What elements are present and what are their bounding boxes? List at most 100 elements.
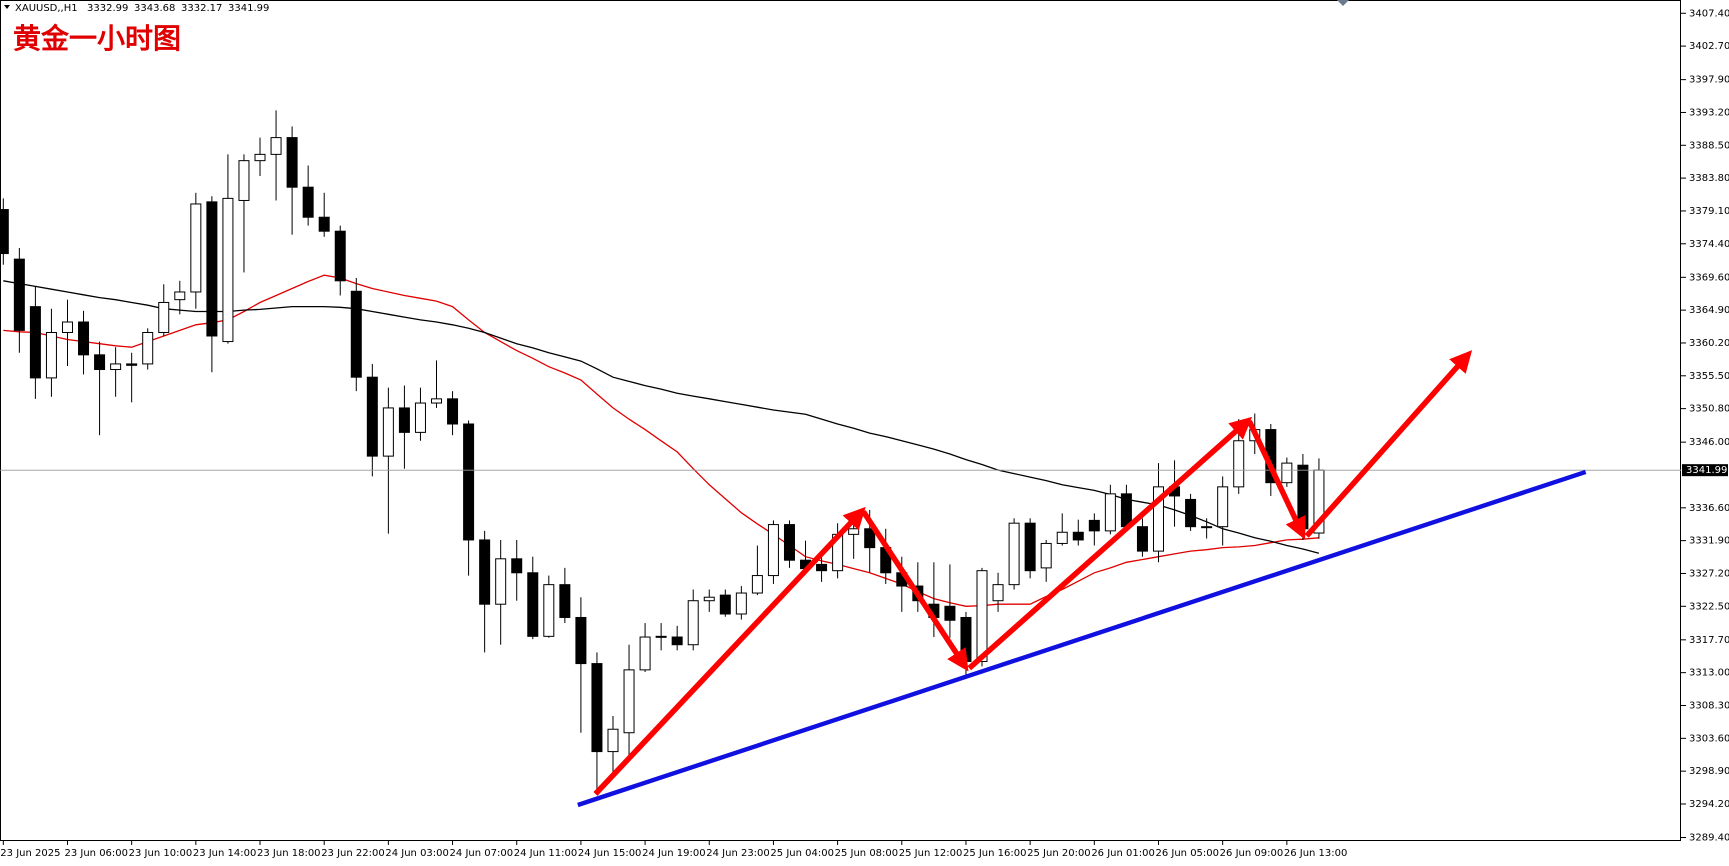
- candle-body: [1040, 542, 1052, 569]
- y-tick-label: 3355.50: [1689, 371, 1729, 382]
- candle-body: [174, 291, 186, 301]
- candle-body: [1201, 526, 1213, 529]
- candle-body: [1024, 522, 1036, 572]
- candle-body: [1056, 531, 1068, 544]
- candle-body: [254, 153, 266, 162]
- candle-body: [591, 663, 603, 753]
- candle-body: [29, 306, 41, 379]
- candle-body: [575, 616, 587, 665]
- candle-body: [1297, 464, 1309, 530]
- candle-body: [318, 216, 330, 232]
- candle-body: [1072, 531, 1084, 541]
- x-tick-label: 25 Jun 16:00: [963, 848, 1027, 859]
- y-tick-label: 3369.60: [1689, 272, 1729, 283]
- y-tick-label: 3322.50: [1689, 601, 1729, 612]
- drawings: [577, 350, 1587, 808]
- price-label: 3341.99: [1686, 465, 1727, 476]
- candle-body: [816, 563, 828, 572]
- x-tick-label: 24 Jun 15:00: [578, 848, 642, 859]
- candle-body: [719, 594, 731, 615]
- y-tick-label: 3407.40: [1689, 8, 1729, 19]
- candle-body: [767, 524, 779, 577]
- candle-body: [735, 592, 747, 615]
- ohlc-low: 3332.17: [181, 3, 222, 14]
- candle-body: [479, 539, 491, 605]
- candle-body: [1152, 486, 1164, 552]
- candle-body: [206, 201, 218, 337]
- candle-body: [1281, 462, 1293, 484]
- y-tick-label: 3317.70: [1689, 635, 1729, 646]
- candle-body: [992, 584, 1004, 602]
- candle-body: [623, 669, 635, 734]
- candle-body: [334, 230, 346, 282]
- candle-body: [286, 137, 298, 188]
- candle-body: [495, 558, 507, 605]
- candle-body: [543, 584, 555, 637]
- candle-body: [864, 528, 876, 549]
- x-tick-label: 23 Jun 18:00: [257, 848, 321, 859]
- candle-body: [1008, 522, 1020, 586]
- candle-body: [1233, 440, 1245, 488]
- candle-body: [511, 558, 523, 574]
- candle-body: [960, 616, 972, 662]
- candle-body: [671, 636, 683, 646]
- x-tick-label: 23 Jun 22:00: [321, 848, 385, 859]
- candle-body: [639, 636, 651, 671]
- x-tick-label: 26 Jun 09:00: [1220, 848, 1284, 859]
- candle-body: [655, 635, 667, 638]
- candle-body: [142, 331, 154, 365]
- annotation: 黄金一小时图: [13, 22, 181, 55]
- x-tick-label: 23 Jun 10:00: [129, 848, 193, 859]
- y-tick-label: 3393.20: [1689, 107, 1729, 118]
- candle-body: [976, 570, 988, 662]
- candle-body: [366, 376, 378, 457]
- y-tick-label: 3308.30: [1689, 700, 1729, 711]
- candle-body: [1120, 493, 1132, 528]
- symbol-title: XAUUSD,,H1: [15, 3, 78, 14]
- plot-area: [0, 110, 1681, 792]
- symbol-arrow: [4, 5, 10, 9]
- y-tick-label: 3298.90: [1689, 766, 1729, 777]
- candle-body: [270, 137, 282, 155]
- arrow: [967, 416, 1253, 671]
- arrow: [1304, 350, 1473, 538]
- candle-body: [944, 605, 956, 621]
- y-tick-label: 3289.40: [1689, 833, 1729, 844]
- x-tick-label: 26 Jun 01:00: [1091, 848, 1155, 859]
- x-tick-label: 25 Jun 04:00: [770, 848, 834, 859]
- candle-body: [78, 321, 90, 356]
- candle-body: [447, 398, 459, 425]
- candle-body: [126, 363, 138, 366]
- candle-body: [751, 575, 763, 594]
- candle-body: [1104, 493, 1116, 532]
- y-tick-label: 3303.60: [1689, 733, 1729, 744]
- x-tick-label: 24 Jun 03:00: [385, 848, 449, 859]
- arrow: [1246, 420, 1306, 540]
- arrow: [861, 510, 969, 672]
- y-tick-label: 3346.00: [1689, 437, 1729, 448]
- y-tick-label: 3374.40: [1689, 239, 1729, 250]
- y-tick-label: 3388.50: [1689, 140, 1729, 151]
- x-tick-label: 23 Jun 06:00: [64, 848, 128, 859]
- ohlc-open: 3332.99: [87, 3, 128, 14]
- arrow: [593, 506, 866, 796]
- x-tick-label: 23 Jun 14:00: [193, 848, 257, 859]
- x-tick-label: 25 Jun 12:00: [899, 848, 963, 859]
- y-tick-label: 3336.60: [1689, 503, 1729, 514]
- price-label-box: [1682, 464, 1728, 477]
- candle-body: [414, 402, 426, 433]
- ohlc-close: 3341.99: [228, 3, 269, 14]
- candle-body: [238, 160, 250, 201]
- candle-body: [222, 197, 234, 343]
- x-tick-label: 24 Jun 11:00: [514, 848, 578, 859]
- x-tick-label: 24 Jun 07:00: [450, 848, 514, 859]
- trend-line: [577, 469, 1587, 808]
- candle-body: [94, 354, 106, 371]
- y-tick-label: 3364.90: [1689, 305, 1729, 316]
- candle-body: [607, 728, 619, 753]
- candle-body: [398, 407, 410, 433]
- candle-body: [848, 528, 860, 535]
- candle-body: [61, 321, 73, 333]
- y-tick-label: 3402.70: [1689, 41, 1729, 52]
